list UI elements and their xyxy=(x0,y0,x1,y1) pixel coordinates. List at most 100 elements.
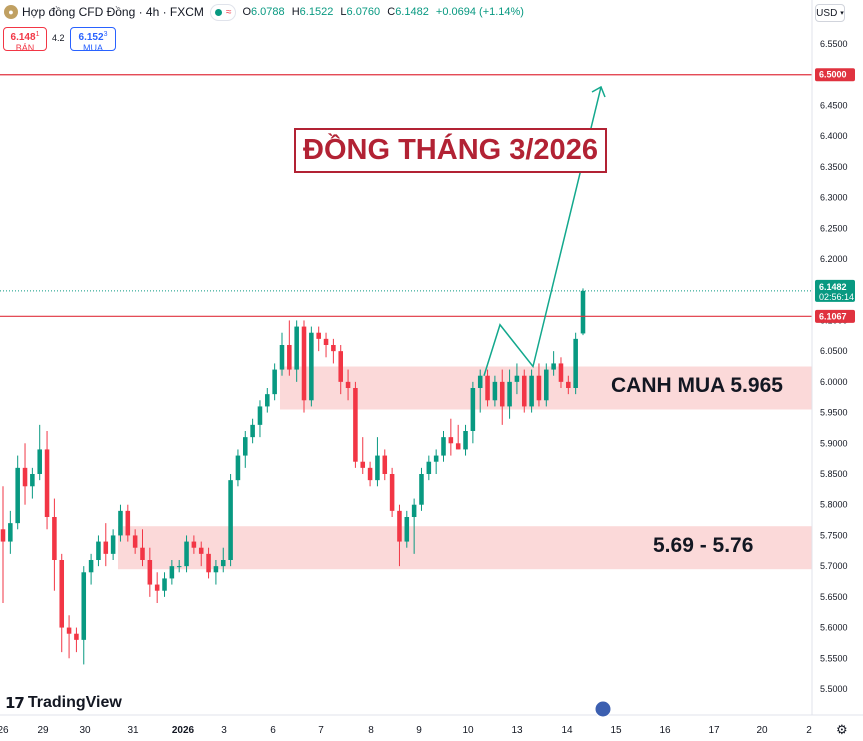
zone-label-lower: 5.69 - 5.76 xyxy=(653,534,754,557)
market-open-icon xyxy=(214,8,222,16)
candle-body xyxy=(375,455,380,481)
y-tick-label: 6.4500 xyxy=(820,100,848,110)
buy-label: MUA xyxy=(83,43,103,53)
zone-label-upper: CANH MUA 5.965 xyxy=(611,374,783,397)
candle-body xyxy=(140,547,145,560)
us-flag-event-icon xyxy=(594,700,612,718)
y-tick-label: 5.5500 xyxy=(820,653,848,663)
candle-body xyxy=(455,443,461,450)
candle-body xyxy=(220,560,226,567)
candle-body xyxy=(22,467,28,487)
price-tag-low-box xyxy=(815,309,855,323)
candle-body xyxy=(110,535,116,554)
buy-button[interactable]: 6.1523 MUA xyxy=(70,27,116,53)
change-value: +0.0694 (+1.14%) xyxy=(435,6,524,18)
candle-body xyxy=(0,529,6,542)
x-tick-label: 10 xyxy=(462,725,474,736)
sell-button[interactable]: 6.1481 BÁN xyxy=(3,27,47,53)
candle-body xyxy=(397,510,402,542)
candle-body xyxy=(44,449,50,517)
candle-body xyxy=(331,345,336,352)
high-value: 6.1522 xyxy=(299,6,334,18)
candle-body xyxy=(198,547,204,554)
candle-body xyxy=(477,375,483,388)
candle-body xyxy=(88,560,94,573)
x-tick-label: 6 xyxy=(270,725,276,736)
candle-body xyxy=(52,517,57,560)
candle-body xyxy=(176,566,182,568)
candle-body xyxy=(544,369,549,401)
candle-body xyxy=(81,572,87,640)
close-value: 6.1482 xyxy=(395,6,429,18)
sell-label: BÁN xyxy=(15,43,35,53)
candle-body xyxy=(154,584,160,591)
candle-body xyxy=(147,560,153,585)
candle-body xyxy=(162,578,167,591)
tradingview-wordmark: TradingView xyxy=(27,694,122,711)
price-tag-current-text: 6.1482 xyxy=(819,282,847,292)
gear-icon[interactable]: ⚙ xyxy=(836,722,848,737)
x-tick-label: 20 xyxy=(756,725,768,736)
candle-body xyxy=(463,431,468,450)
candle-body xyxy=(66,627,72,634)
candle-body xyxy=(367,467,373,481)
candle-body xyxy=(514,375,520,382)
candle-body xyxy=(485,375,490,401)
candle-body xyxy=(235,455,241,481)
time-axis: 26 29 30 31 2026 3 6 7 8 9 10 13 14 15 16 17 20 2 xyxy=(0,700,863,736)
spread-value: 4.2 xyxy=(52,33,65,43)
candle-body xyxy=(566,381,571,388)
candle-body xyxy=(59,560,65,628)
y-tick-label: 6.4000 xyxy=(820,131,848,141)
candle-body xyxy=(521,375,527,407)
candle-body xyxy=(411,504,417,517)
sell-price-sup: 1 xyxy=(35,31,40,38)
candle-body xyxy=(353,388,358,462)
chart-annotation-title: ĐỒNG THÁNG 3/2026 xyxy=(294,128,607,173)
x-tick-label: 30 xyxy=(79,725,91,736)
y-tick-label: 6.2500 xyxy=(820,223,848,233)
candle-body xyxy=(103,541,109,554)
candle-body xyxy=(345,381,351,388)
buy-price-sup: 3 xyxy=(103,31,108,38)
candle-body xyxy=(213,566,219,573)
candle-body xyxy=(8,523,13,542)
x-tick-label: 15 xyxy=(610,725,622,736)
buy-price: 6.152 xyxy=(78,32,104,43)
candle-body xyxy=(323,338,329,345)
projection-arrowhead xyxy=(591,85,606,98)
chart-header: ● Hợp đồng CFD Đồng · 4h · FXCM ≈ O6.078… xyxy=(0,0,528,24)
candle-body xyxy=(551,363,556,370)
copper-symbol-icon: ● xyxy=(4,5,18,19)
ohlc-readout: O6.0788 H6.1522 L6.0760 C6.1482 +0.0694 … xyxy=(242,6,528,18)
market-status-pill[interactable]: ≈ xyxy=(209,3,237,21)
candle-body xyxy=(206,553,211,573)
candle-body xyxy=(257,406,263,425)
symbol-title[interactable]: Hợp đồng CFD Đồng · 4h · FXCM xyxy=(22,5,204,19)
low-value: 6.0760 xyxy=(346,6,381,18)
wave-icon: ≈ xyxy=(225,6,232,18)
candle-body xyxy=(15,467,20,524)
tradingview-logo[interactable]: 𝟭𝟳 TradingView xyxy=(5,694,122,712)
y-tick-label: 6.5500 xyxy=(820,39,848,49)
candle-body xyxy=(441,437,446,456)
currency-select[interactable]: USD ▾ xyxy=(815,4,845,22)
low-label: L xyxy=(340,6,347,18)
price-tag-current-box xyxy=(815,279,855,302)
candle-body xyxy=(279,345,285,370)
candle-body xyxy=(294,326,299,370)
candle-body xyxy=(360,461,366,468)
x-tick-label: 14 xyxy=(561,725,573,736)
candle-body xyxy=(74,633,79,640)
candle-body xyxy=(96,541,101,560)
x-tick-label: 16 xyxy=(659,725,671,736)
open-value: 6.0788 xyxy=(251,6,285,18)
candle-body xyxy=(580,290,586,334)
y-tick-label: 5.8000 xyxy=(820,500,848,510)
candle-body xyxy=(338,351,343,382)
candle-body xyxy=(301,326,307,401)
lines-layer xyxy=(0,74,812,376)
candle-body xyxy=(30,474,35,487)
candle-body xyxy=(265,394,270,407)
